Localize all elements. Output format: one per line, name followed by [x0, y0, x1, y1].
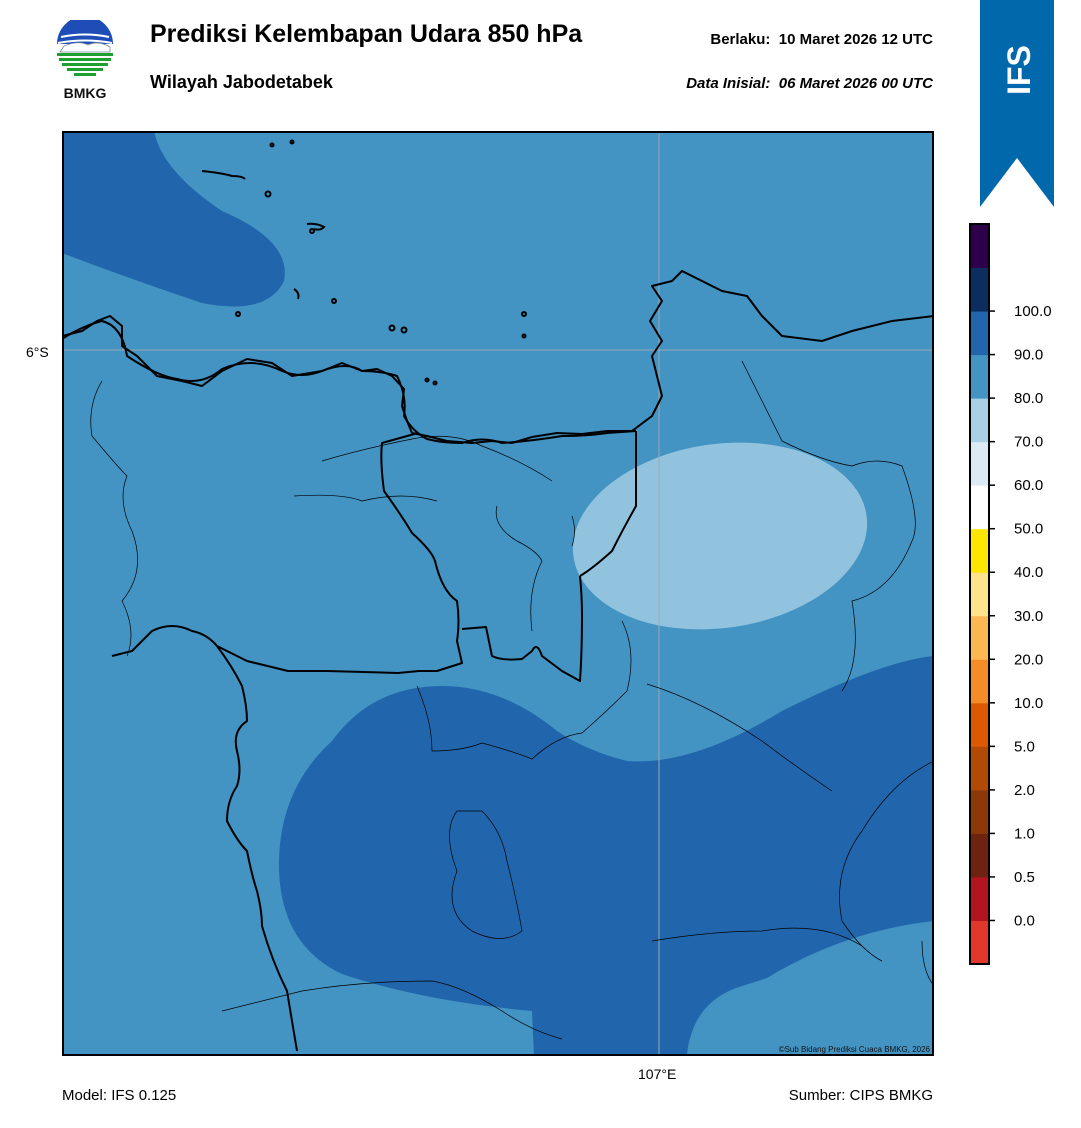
init-value: 06 Maret 2026 00 UTC [778, 75, 933, 92]
ribbon-text: IFS [1001, 45, 1037, 95]
colorbar-tick-label: 0.5 [1014, 869, 1035, 886]
colorbar-tick-label: 1.0 [1014, 825, 1035, 842]
latitude-label: 6°S [26, 344, 49, 360]
colorbar-tick-label: 30.0 [1014, 608, 1043, 625]
colorbar-segment [970, 354, 989, 399]
colorbar-tick-label: 5.0 [1014, 738, 1035, 755]
colorbar-segment [970, 224, 989, 269]
colorbar-segment [970, 528, 989, 573]
colorbar-frame [969, 223, 990, 965]
colorbar-segment [970, 311, 989, 356]
longitude-label: 107°E [638, 1066, 677, 1082]
colorbar-segment [970, 485, 989, 530]
map-title: Prediksi Kelembapan Udara 850 hPa [150, 20, 583, 48]
colorbar-segment [970, 267, 989, 312]
model-label: Model: IFS 0.125 [62, 1087, 177, 1104]
copyright-text: ©Sub Bidang Prediksi Cuaca BMKG, 2026 [779, 1045, 931, 1054]
colorbar-legend: 0.0 0.5 1.0 2.0 5.0 10.0 20.0 30.0 40.0 50.0 60.0 7… [969, 223, 1052, 965]
init-label: Data Inisial: [686, 75, 771, 92]
colorbar-tick-label: 50.0 [1014, 521, 1043, 538]
humidity-zone-dark-nw [62, 131, 285, 307]
colorbar-segment [970, 615, 989, 660]
valid-time: Berlaku: 10 Maret 2026 12 UTC [710, 31, 933, 48]
map-frame [62, 131, 934, 1056]
colorbar-segment [970, 572, 989, 617]
ifs-ribbon: IFS [980, 0, 1054, 207]
colorbar-segments [970, 224, 989, 965]
logo-text: BMKG [64, 85, 107, 101]
colorbar-tick-label: 2.0 [1014, 782, 1035, 799]
colorbar-segment [970, 833, 989, 878]
map-subtitle: Wilayah Jabodetabek [150, 72, 333, 92]
colorbar-tick-label: 40.0 [1014, 564, 1043, 581]
humidity-zone-light [572, 442, 868, 630]
source-label: Sumber: CIPS BMKG [788, 1087, 933, 1104]
coastline [62, 270, 934, 444]
colorbar-tick-label: 70.0 [1014, 434, 1043, 451]
colorbar-tick-label: 80.0 [1014, 390, 1043, 407]
valid-value: 10 Maret 2026 12 UTC [778, 31, 933, 48]
initial-time: Data Inisial: 06 Maret 2026 00 UTC [686, 75, 933, 92]
colorbar-tick-label: 100.0 [1014, 303, 1052, 320]
colorbar-tick-label: 20.0 [1014, 651, 1043, 668]
colorbar-segment [970, 876, 989, 921]
humidity-map: ©Sub Bidang Prediksi Cuaca BMKG, 2026 [62, 131, 934, 1056]
colorbar-segment [970, 398, 989, 443]
colorbar-tick-label: 10.0 [1014, 695, 1043, 712]
colorbar-ticks: 0.0 0.5 1.0 2.0 5.0 10.0 20.0 30.0 40.0 50.0 60.0 7… [989, 303, 1052, 929]
humidity-zone-dark-south [278, 656, 934, 1056]
colorbar-segment [970, 702, 989, 747]
colorbar-segment [970, 659, 989, 704]
valid-label: Berlaku: [710, 31, 771, 48]
colorbar-segment [970, 789, 989, 834]
colorbar-tick-label: 0.0 [1014, 912, 1035, 929]
bmkg-logo: BMKG [57, 20, 113, 101]
colorbar-tick-label: 90.0 [1014, 347, 1043, 364]
colorbar-segment [970, 920, 989, 965]
district-boundaries [90, 360, 934, 1040]
colorbar-segment [970, 746, 989, 791]
colorbar-tick-label: 60.0 [1014, 477, 1043, 494]
colorbar-segment [970, 441, 989, 486]
thousand-islands [201, 139, 527, 386]
